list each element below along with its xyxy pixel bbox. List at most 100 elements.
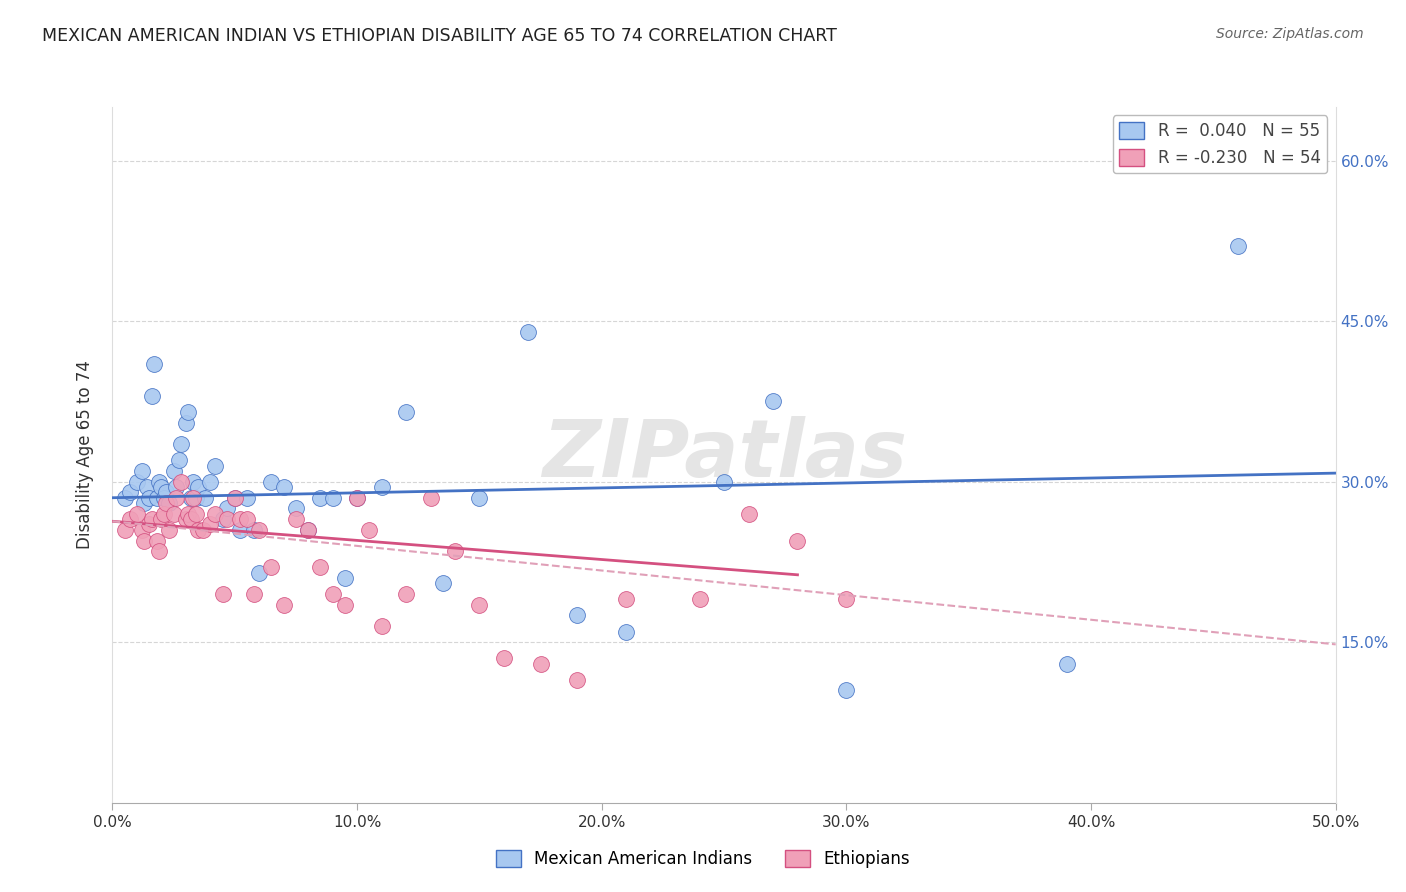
Point <box>713 475 735 489</box>
Point <box>1056 657 1078 671</box>
Point <box>1226 239 1249 253</box>
Point <box>492 651 515 665</box>
Point <box>180 491 202 505</box>
Point <box>346 491 368 505</box>
Point <box>835 683 858 698</box>
Point <box>567 673 589 687</box>
Point <box>155 485 177 500</box>
Point <box>131 464 153 478</box>
Point <box>163 507 186 521</box>
Point <box>141 389 163 403</box>
Point <box>444 544 467 558</box>
Point <box>153 491 176 505</box>
Point <box>191 523 214 537</box>
Y-axis label: Disability Age 65 to 74: Disability Age 65 to 74 <box>76 360 94 549</box>
Point <box>138 491 160 505</box>
Point <box>260 560 283 574</box>
Point <box>432 576 454 591</box>
Point <box>359 523 381 537</box>
Point <box>247 566 270 580</box>
Point <box>211 512 233 526</box>
Point <box>517 325 540 339</box>
Text: ZIPatlas: ZIPatlas <box>541 416 907 494</box>
Point <box>187 523 209 537</box>
Point <box>273 480 295 494</box>
Point <box>284 501 308 516</box>
Point <box>155 496 177 510</box>
Text: MEXICAN AMERICAN INDIAN VS ETHIOPIAN DISABILITY AGE 65 TO 74 CORRELATION CHART: MEXICAN AMERICAN INDIAN VS ETHIOPIAN DIS… <box>42 27 837 45</box>
Point <box>170 475 193 489</box>
Point <box>247 523 270 537</box>
Point <box>762 394 785 409</box>
Point <box>297 523 319 537</box>
Point <box>177 405 200 419</box>
Point <box>157 496 180 510</box>
Point <box>138 517 160 532</box>
Point <box>134 533 156 548</box>
Point <box>187 480 209 494</box>
Point <box>346 491 368 505</box>
Point <box>236 491 259 505</box>
Point <box>125 507 148 521</box>
Point <box>174 512 197 526</box>
Point <box>211 587 233 601</box>
Point <box>243 523 266 537</box>
Point <box>181 491 204 505</box>
Point <box>184 507 207 521</box>
Point <box>333 598 356 612</box>
Point <box>224 491 246 505</box>
Point <box>260 475 283 489</box>
Point <box>217 512 239 526</box>
Legend: Mexican American Indians, Ethiopians: Mexican American Indians, Ethiopians <box>489 843 917 875</box>
Point <box>228 512 250 526</box>
Point <box>125 475 148 489</box>
Point <box>204 507 226 521</box>
Point <box>273 598 295 612</box>
Point <box>370 619 392 633</box>
Point <box>145 533 167 548</box>
Point <box>217 501 239 516</box>
Point <box>322 587 344 601</box>
Point <box>228 523 250 537</box>
Point <box>224 491 246 505</box>
Point <box>184 491 207 505</box>
Point <box>131 523 153 537</box>
Point <box>180 512 202 526</box>
Point <box>786 533 808 548</box>
Point <box>309 491 332 505</box>
Point <box>297 523 319 537</box>
Point <box>236 512 259 526</box>
Point <box>114 523 136 537</box>
Point <box>200 517 222 532</box>
Point <box>153 507 176 521</box>
Point <box>143 357 166 371</box>
Point <box>567 608 589 623</box>
Point <box>145 491 167 505</box>
Point <box>135 480 157 494</box>
Point <box>614 592 637 607</box>
Point <box>395 587 418 601</box>
Point <box>395 405 418 419</box>
Point <box>177 507 200 521</box>
Point <box>157 523 180 537</box>
Point <box>243 587 266 601</box>
Point <box>204 458 226 473</box>
Point <box>150 480 173 494</box>
Point <box>419 491 441 505</box>
Point <box>614 624 637 639</box>
Legend: R =  0.040   N = 55, R = -0.230   N = 54: R = 0.040 N = 55, R = -0.230 N = 54 <box>1112 115 1327 173</box>
Point <box>468 598 491 612</box>
Point <box>737 507 759 521</box>
Point <box>284 512 308 526</box>
Point <box>118 512 141 526</box>
Point <box>163 464 186 478</box>
Point <box>150 512 173 526</box>
Point <box>322 491 344 505</box>
Point <box>174 416 197 430</box>
Point <box>468 491 491 505</box>
Point <box>148 544 170 558</box>
Point <box>194 491 217 505</box>
Point <box>170 437 193 451</box>
Point <box>309 560 332 574</box>
Point <box>165 491 187 505</box>
